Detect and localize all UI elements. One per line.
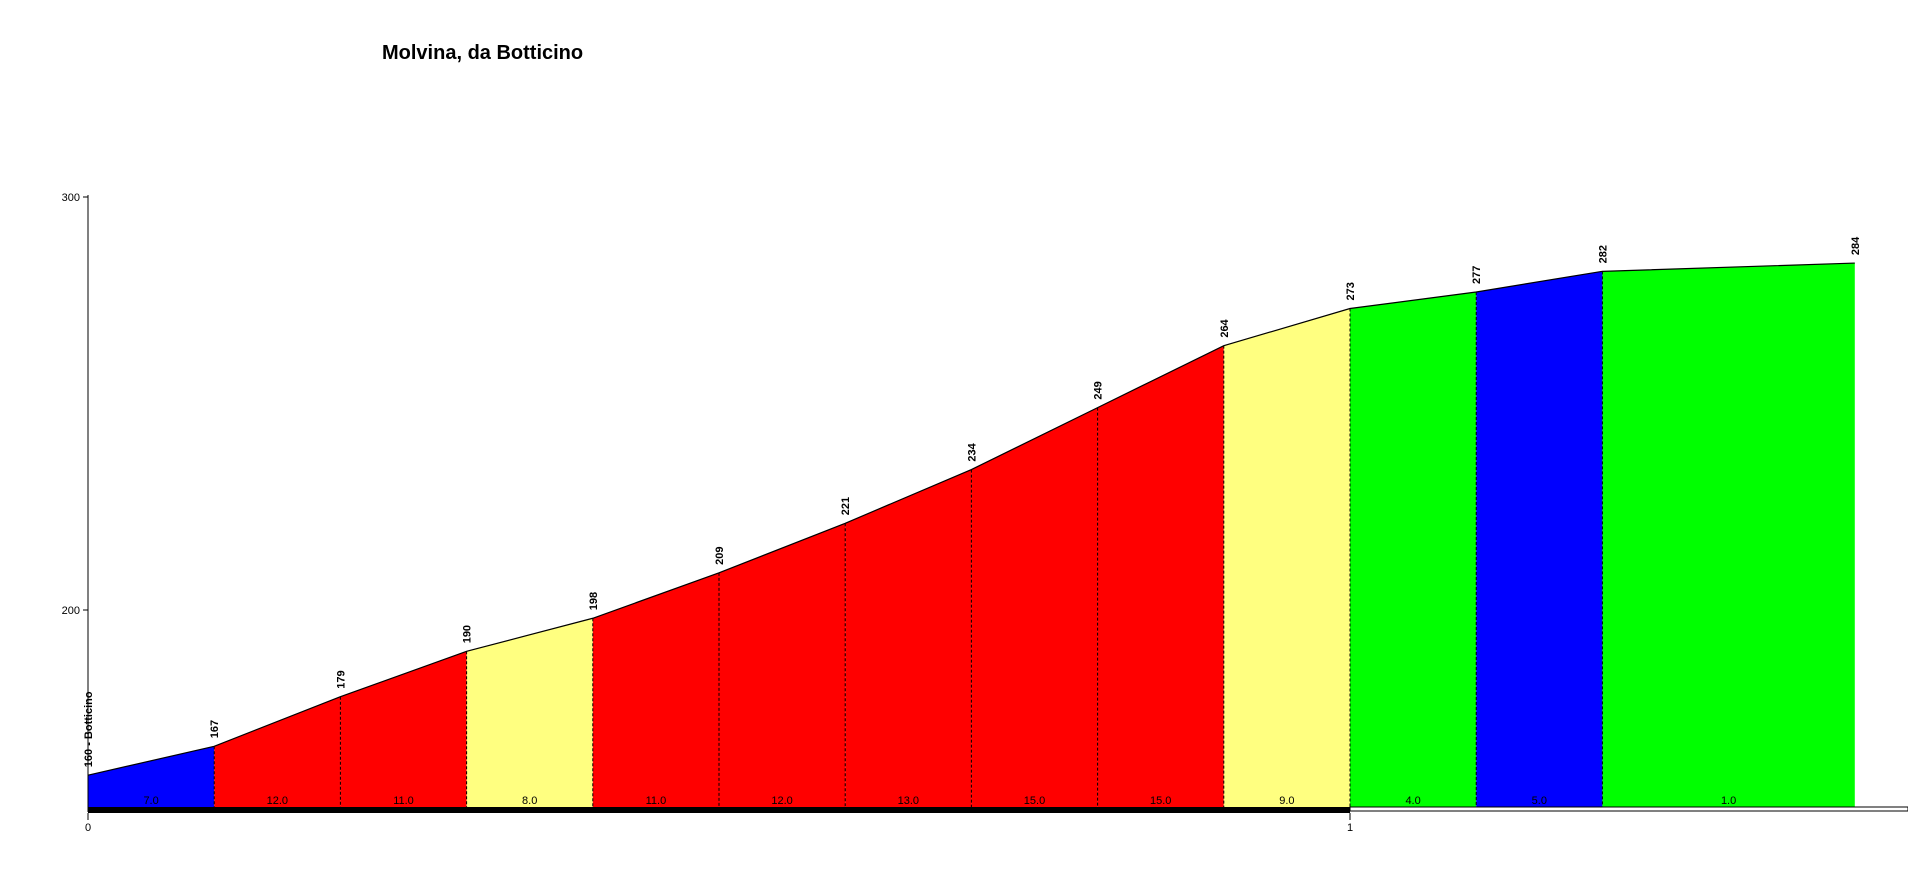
elevation-label: 282 [1597,245,1609,263]
elevation-label: 160 - Botticino [83,691,95,767]
gradient-label: 5.0 [1532,795,1547,807]
elevation-label: 198 [588,592,600,610]
elevation-label: 264 [1219,318,1231,337]
x-tick-label: 0 [85,822,91,834]
gradient-label: 15.0 [1024,795,1045,807]
gradient-label: 4.0 [1405,795,1420,807]
profile-segment [845,469,972,808]
profile-segment [1602,263,1855,809]
elevation-label: 221 [840,497,852,515]
profile-segment [592,572,719,808]
elevation-label: 234 [966,442,978,461]
profile-segment [466,618,593,808]
gradient-label: 15.0 [1150,795,1171,807]
profile-segment [1223,308,1350,808]
chart-title: Molvina, da Botticino [382,42,584,64]
gradient-label: 11.0 [393,795,414,807]
elevation-label: 167 [209,720,221,738]
elevation-label: 209 [714,546,726,564]
profile-segment [719,523,846,808]
gradient-label: 8.0 [522,795,537,807]
gradient-label: 13.0 [898,795,919,807]
elevation-label: 190 [462,625,474,643]
profile-segment [214,696,341,808]
profile-segment [1097,345,1224,808]
x-tick-label: 1 [1347,822,1353,834]
gradient-label: 11.0 [646,795,667,807]
gradient-label: 9.0 [1279,795,1294,807]
gradient-label: 7.0 [143,795,158,807]
profile-segment [1476,271,1603,809]
elevation-label: 249 [1093,381,1105,399]
distance-bar-remaining [1349,806,1908,812]
y-tick-label: 200 [62,605,80,617]
profile-segment [971,407,1098,808]
gradient-label: 1.0 [1721,795,1736,807]
profile-segment [88,746,215,808]
profile-segment [1350,291,1477,808]
elevation-label: 273 [1345,282,1357,300]
elevation-label: 277 [1471,266,1483,284]
elevation-label: 284 [1850,236,1862,255]
gradient-label: 12.0 [267,795,288,807]
profile-segment [340,651,467,808]
profile-line [87,262,1855,776]
elevation-label: 179 [335,670,347,688]
distance-bar-filled [88,807,1350,813]
gradient-label: 12.0 [771,795,792,807]
y-tick-label: 300 [62,192,80,204]
